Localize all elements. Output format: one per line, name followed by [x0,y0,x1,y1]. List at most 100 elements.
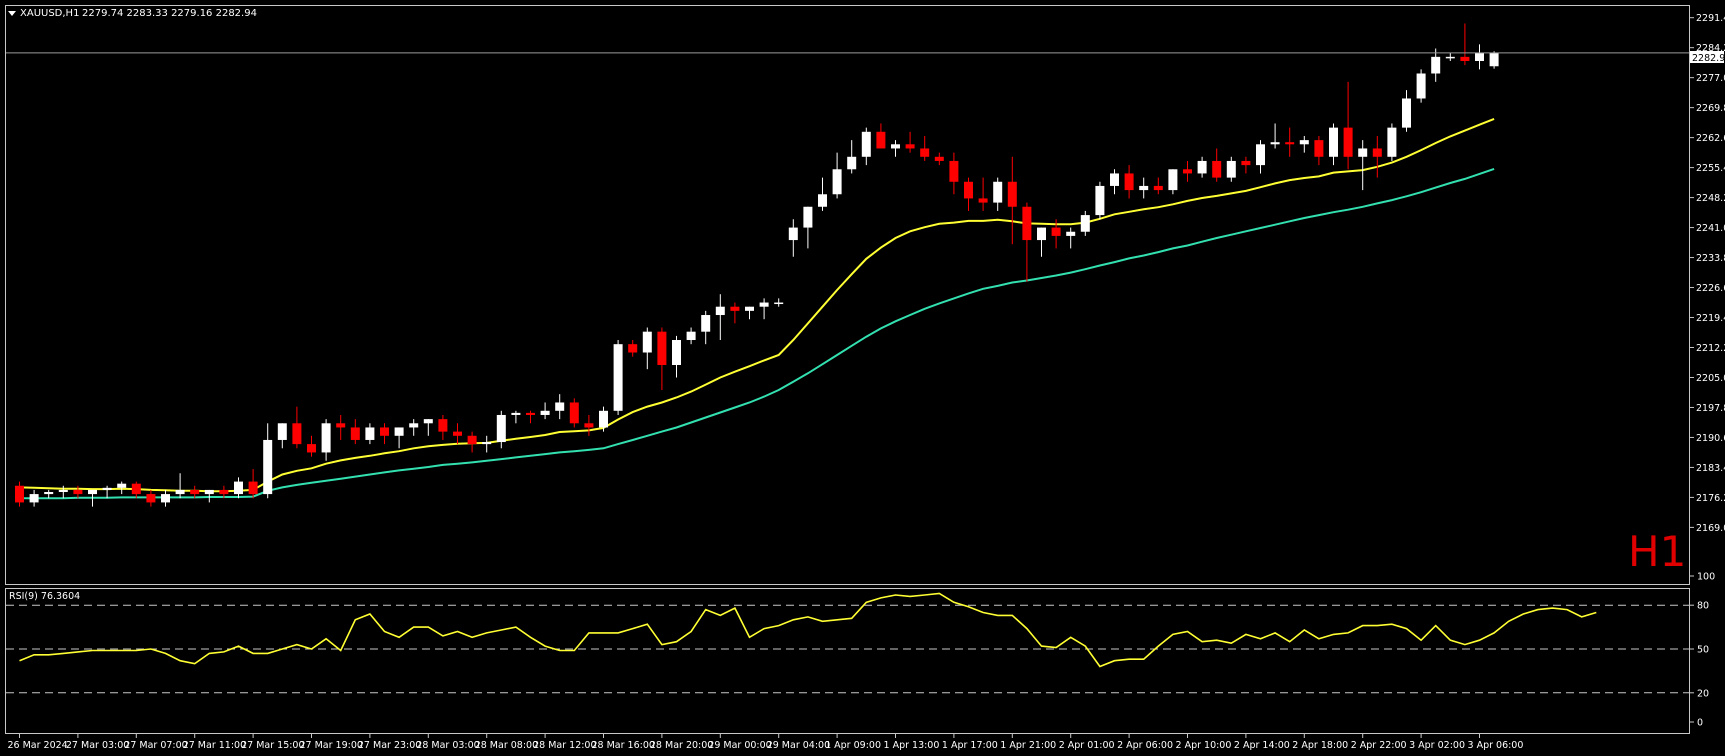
candle-body [146,494,156,503]
time-tick-label: 3 Apr 02:00 [1409,740,1465,751]
price-tick-label: 2284.20 [1696,43,1725,54]
candle-body [569,402,579,424]
candle [1329,123,1338,166]
candle-body [1066,231,1076,236]
candle-body [161,494,170,503]
time-tick-label: 2 Apr 01:00 [1059,740,1115,751]
candle [642,327,652,370]
price-tick-label: 2219.40 [1696,313,1725,324]
candle-body [438,419,448,432]
candle-body [1431,56,1441,74]
candle-body [496,414,506,443]
time-tick-label: 27 Mar 19:00 [300,740,363,751]
candle-body [701,315,711,332]
candle [715,294,725,341]
time-tick-label: 29 Mar 00:00 [708,740,771,751]
candle-body [511,412,521,415]
price-tick-label: 2291.40 [1696,13,1725,24]
candle [818,177,827,211]
candle-body [1445,56,1455,59]
candle-body [1212,160,1222,178]
candle-body [1007,181,1017,207]
candle [482,435,492,453]
candle [44,489,54,499]
price-tick-label: 2233.80 [1696,253,1725,264]
candle [73,485,83,499]
current-price-tag: 2282.94 [1692,53,1725,64]
candle [175,473,185,499]
time-tick-label: 2 Apr 10:00 [1176,740,1232,751]
candle [102,485,112,499]
candle [1168,169,1178,195]
candle [1256,140,1265,174]
candle-body [29,494,39,503]
rsi-tick-label: 20 [1697,688,1709,699]
price-tick-label: 2241.00 [1696,223,1725,234]
candle-body [234,481,243,495]
main-pane-border [5,5,1690,585]
time-tick-label: 27 Mar 23:00 [358,740,421,751]
candle [613,340,623,415]
candle [248,469,258,499]
candle [1183,160,1192,182]
time-tick-label: 1 Apr 17:00 [942,740,998,751]
candle [277,423,287,449]
candle [1139,177,1149,199]
candle-body [1124,173,1134,191]
candle [1270,123,1280,149]
price-axis[interactable]: 2291.40 2284.20 2277.00 2269.80 2262.60 2255.… [1689,13,1725,534]
candles [15,23,1499,507]
rsi-axis[interactable]: 100 80 50 20 0 [1689,572,1715,729]
candle-body [905,144,915,149]
price-tick-label: 2248.20 [1696,193,1725,204]
candle-body [453,431,462,436]
candle [146,489,156,507]
candle [1124,165,1134,199]
candle [350,419,360,445]
candle [88,489,97,507]
candle [131,481,141,499]
candle [117,481,127,495]
time-tick-label: 27 Mar 15:00 [241,740,304,751]
candle [934,152,944,166]
candle-body [175,489,185,495]
rsi-tick-label: 50 [1697,645,1709,656]
candle [1241,156,1251,174]
time-tick-label: 2 Apr 22:00 [1351,740,1407,751]
candle-body [73,489,83,495]
candle-body [1402,98,1411,128]
candle-body [1358,148,1368,157]
candle [1299,135,1309,153]
candle-body [759,302,769,307]
candle [1212,148,1222,182]
price-tick-label: 2183.40 [1696,463,1725,474]
candle [1153,177,1163,195]
rsi-level-lines [6,604,1689,694]
candle-body [1460,56,1470,62]
candle [1197,156,1207,178]
candle-body [336,423,346,428]
candle-body [88,489,97,495]
price-tick-label: 2176.20 [1696,493,1725,504]
candle [292,406,302,449]
candle [555,394,565,420]
candle [1445,52,1455,62]
candle-body [58,489,68,493]
candle [234,477,243,499]
candle-body [365,427,375,440]
candle-body [584,423,594,428]
candle [190,485,200,499]
chart-menu-triangle-icon[interactable] [8,11,16,16]
candle-body [277,423,287,440]
candle-body [190,489,200,495]
candle-body [891,144,900,149]
time-tick-label: 2 Apr 06:00 [1117,740,1173,751]
candle [788,219,798,257]
candle-body [394,427,404,436]
candle [263,423,273,499]
rsi-tick-label: 100 [1697,572,1715,583]
candle [336,414,346,440]
candle-body [1037,227,1046,241]
